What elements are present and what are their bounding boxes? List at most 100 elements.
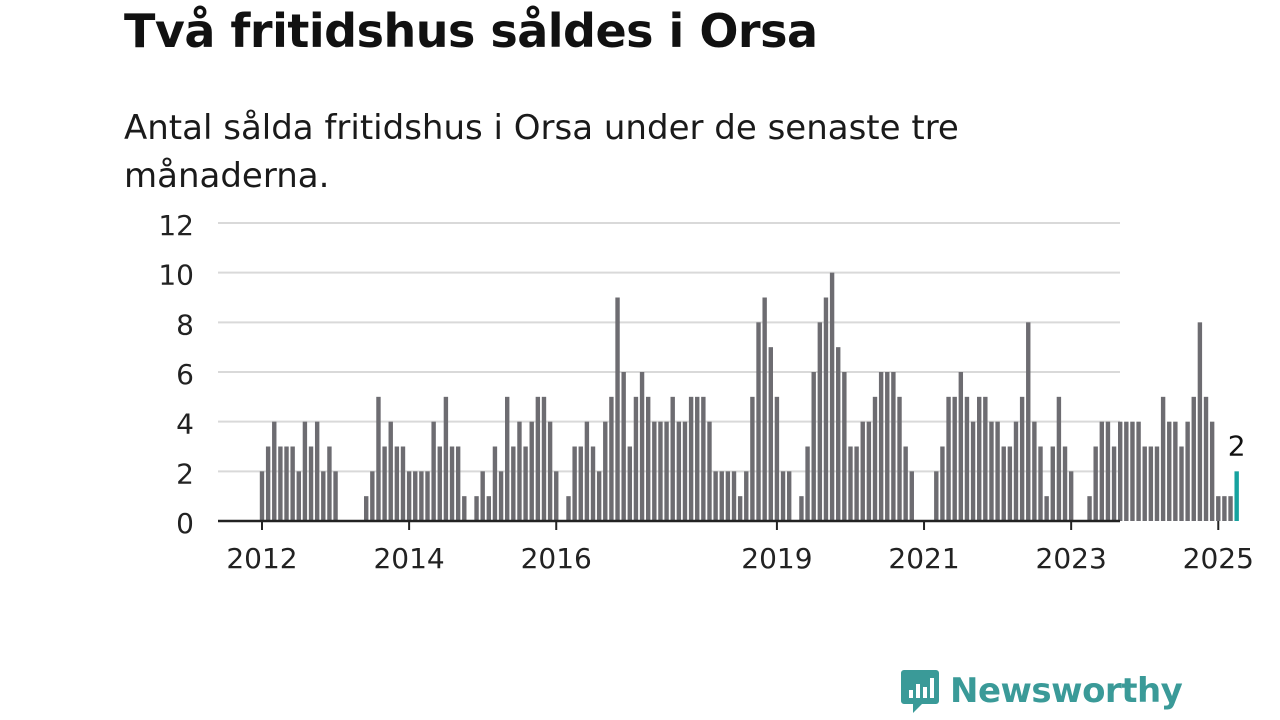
y-tick-label: 8 [176,308,194,341]
bar [768,347,773,521]
bar [1130,421,1135,521]
bar [1062,446,1068,521]
bar [566,496,571,521]
bar [1099,421,1105,521]
bar [1160,396,1166,521]
bar [983,396,988,521]
bar [290,446,295,521]
bar [970,421,976,521]
bar [799,496,804,521]
bar [1185,421,1190,521]
bar [639,372,645,521]
bar [615,297,620,521]
bars [259,272,1239,521]
bar [603,421,608,521]
bar [848,446,853,521]
bar [327,446,332,521]
bar [903,446,908,521]
bar [278,446,283,521]
bar [449,446,455,521]
bar [1142,446,1147,521]
bar [486,496,492,521]
bar [866,421,872,521]
bar [1111,446,1117,521]
y-axis-ticks: 0 2 4 6 8 10 12 [158,209,194,540]
bar [1118,421,1123,521]
bar [756,322,761,521]
bar [413,471,418,521]
bar [609,396,614,521]
bar [1154,446,1160,521]
bar [1007,446,1013,521]
bar [1228,496,1233,521]
bar [1001,446,1006,521]
bar [725,471,731,521]
bar [1136,421,1141,521]
bar [891,372,896,521]
bar [321,471,326,521]
bar [682,421,688,521]
bar [707,421,712,521]
bar [376,396,381,521]
bar [400,446,406,521]
bar [829,272,835,521]
x-tick-label: 2023 [1036,542,1107,575]
bar [596,471,602,521]
bar [952,396,957,521]
bar [909,471,914,521]
bar [878,372,884,521]
bar [382,446,387,521]
bar [302,421,308,521]
x-tick-label: 2019 [741,542,812,575]
bar [1056,396,1062,521]
bar [492,446,498,521]
bar [688,396,694,521]
bar [658,421,663,521]
bar [480,471,485,521]
bar [272,421,277,521]
bar [1191,396,1196,521]
bar [529,421,534,521]
bar [836,347,841,521]
bar [695,396,700,521]
bar [1167,421,1172,521]
bar [517,421,522,521]
bar [977,396,982,521]
bar [523,446,528,521]
bar [1105,421,1111,521]
bar [443,396,449,521]
bar [645,396,651,521]
bar [762,297,767,521]
bar [652,421,657,521]
bar [547,421,553,521]
bar [805,446,810,521]
bar [1019,396,1025,521]
bar [744,471,749,521]
bar [425,471,430,521]
bar [578,446,583,521]
bar [1044,496,1049,521]
bar [964,396,970,521]
bar [946,396,951,521]
highlight-bar [1234,471,1239,521]
bar [1222,496,1227,521]
x-axis: 2012 2014 2016 2019 2021 2023 2025 [218,519,1254,575]
bar [394,446,400,521]
bar [314,421,320,521]
bar [474,496,479,521]
bar [989,421,994,521]
bar [584,421,590,521]
bar [388,421,393,521]
bar [780,471,786,521]
x-tick-label: 2012 [226,542,297,575]
y-tick-label: 4 [176,408,194,441]
grid-lines [218,222,1120,473]
bar [265,446,271,521]
bar [633,396,639,521]
bar [1197,322,1203,521]
bar [842,372,847,521]
bar [897,396,902,521]
bar [308,446,314,521]
bar [590,446,596,521]
x-tick-label: 2014 [373,542,444,575]
